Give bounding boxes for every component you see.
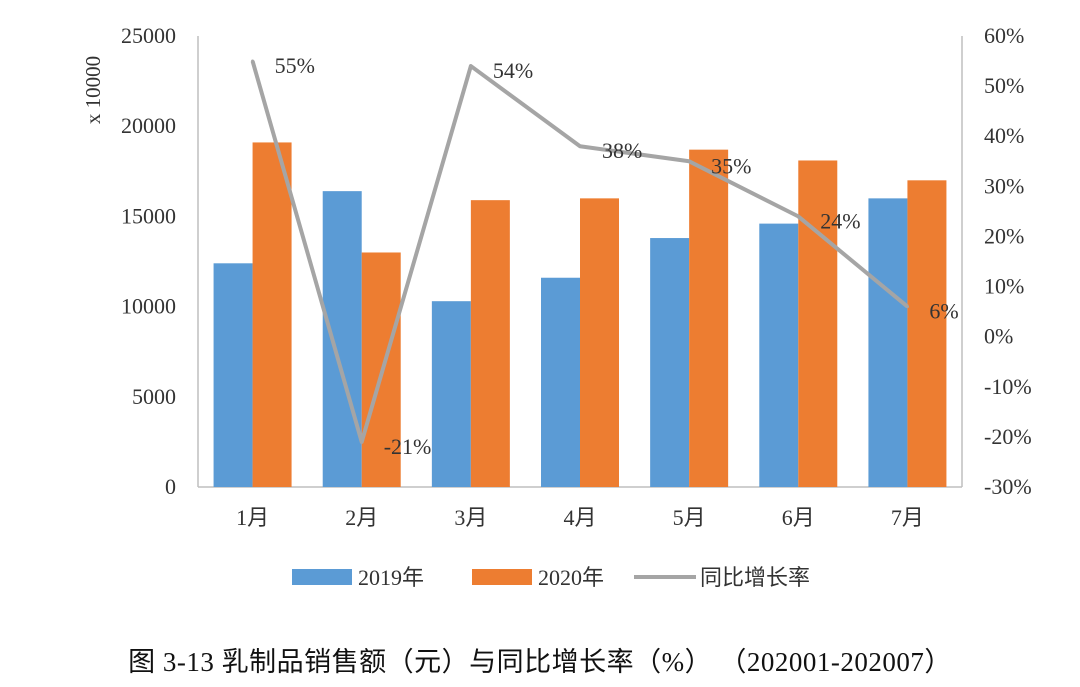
axes-group: 25000 20000 15000 10000 5000 0 x 10000 60% 50% 40…	[81, 23, 1032, 530]
bar-2020	[798, 160, 838, 487]
right-axis-tick-label: 60%	[984, 23, 1024, 48]
growth-rate-data-label: -21%	[384, 434, 432, 459]
data-labels-group: 55% -21% 54% 38% 35% 24% 6%	[275, 53, 959, 459]
left-axis-tick-label: 5000	[132, 384, 176, 409]
left-axis-tick-label: 10000	[121, 294, 176, 319]
legend-swatch	[472, 569, 532, 585]
bar-2020	[470, 200, 510, 487]
bar-2020	[252, 142, 292, 487]
x-axis-tick-label: 3月	[454, 505, 487, 530]
growth-rate-data-label: 35%	[711, 153, 751, 178]
right-axis-tick-label: 40%	[984, 123, 1024, 148]
growth-rate-data-label: 24%	[820, 208, 860, 233]
right-axis-tick-label: 20%	[984, 223, 1024, 248]
growth-rate-point	[905, 305, 909, 309]
x-axis-tick-label: 4月	[563, 505, 596, 530]
growth-rate-data-label: 54%	[493, 58, 533, 83]
bar-2019	[322, 191, 362, 488]
growth-rate-data-label: 38%	[602, 138, 642, 163]
legend-label: 2019年	[358, 565, 424, 590]
growth-line-group	[250, 59, 909, 444]
right-axis-tick-label: -10%	[984, 374, 1032, 399]
left-axis-tick-label: 15000	[121, 203, 176, 228]
growth-rate-point	[251, 59, 255, 63]
growth-rate-data-label: 55%	[275, 53, 315, 78]
growth-rate-point	[360, 440, 364, 444]
x-axis-tick-label: 7月	[891, 505, 924, 530]
right-axis-tick-label: 10%	[984, 274, 1024, 299]
bar-2019	[213, 263, 253, 487]
bar-2020	[580, 198, 619, 488]
legend-label: 2020年	[538, 565, 604, 590]
x-axis-tick-label: 1月	[236, 505, 269, 530]
growth-rate-point	[578, 144, 582, 148]
x-axis-tick-label: 5月	[673, 505, 706, 530]
bar-2019	[868, 198, 908, 488]
bar-2020	[907, 180, 947, 487]
growth-rate-point	[687, 159, 691, 163]
x-axis-tick-label: 2月	[345, 505, 378, 530]
left-axis-tick-label: 25000	[121, 23, 176, 48]
right-axis-tick-label: 50%	[984, 73, 1024, 98]
right-axis-tick-label: -20%	[984, 424, 1032, 449]
bar-2019	[650, 238, 690, 487]
right-axis-tick-label: -30%	[984, 474, 1032, 499]
x-axis-tick-label: 6月	[782, 505, 815, 530]
bars-group	[213, 142, 947, 488]
bar-2020	[689, 149, 729, 488]
growth-rate-data-label: 6%	[929, 299, 958, 324]
left-axis-tick-label: 0	[165, 474, 176, 499]
bar-2019	[759, 223, 799, 487]
right-axis-tick-label: 30%	[984, 173, 1024, 198]
right-axis-tick-label: 0%	[984, 324, 1013, 349]
growth-rate-point	[469, 64, 473, 68]
figure-caption: 图 3-13 乳制品销售额（元）与同比增长率（%） （202001-202007…	[128, 647, 952, 677]
combo-chart: 25000 20000 15000 10000 5000 0 x 10000 60% 50% 40…	[81, 23, 1032, 590]
legend-label: 同比增长率	[700, 565, 810, 590]
growth-rate-point	[796, 214, 800, 218]
bar-2019	[541, 277, 580, 487]
legend: 2019年 2020年 同比增长率	[292, 565, 810, 590]
left-axis-tick-label: 20000	[121, 113, 176, 138]
bar-2019	[431, 301, 471, 487]
legend-swatch	[292, 569, 352, 585]
left-axis-unit-label: x 10000	[81, 56, 105, 124]
